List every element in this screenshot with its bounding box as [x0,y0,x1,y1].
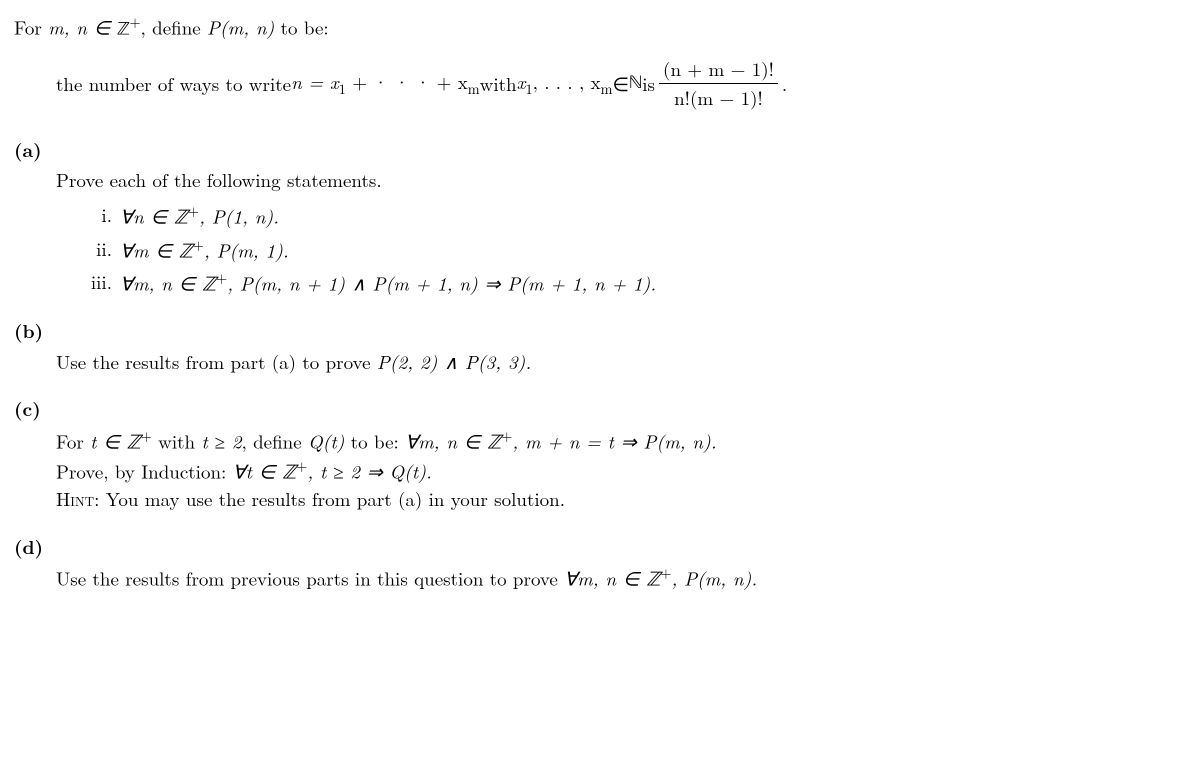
c-sup1: + [141,426,152,446]
frac-num-text: (n + m − 1)! [663,55,774,82]
c-sup2: + [501,426,512,446]
intro-z: ℤ [117,20,129,39]
i-sup: + [188,201,199,221]
part-c-line2: Prove, by Induction: ∀t ∈ ℤ+, t ≥ 2 ⇒ Q(… [56,456,1186,486]
part-c-body: For t ∈ ℤ+ with t ≥ 2, define Q(t) to be… [56,426,1186,514]
c1d: t ≥ 2 [201,427,241,454]
i-rest: , P(1, n). [199,202,279,229]
part-c: (c) For t ∈ ℤ+ with t ≥ 2, define Q(t) t… [14,394,1186,514]
part-c-hint: Hint: You may use the results from part … [56,485,1186,514]
c1f: Q(t) [308,427,344,454]
c1a: For [56,427,90,454]
item-i-num: i. [78,201,120,231]
stmt-period: . [782,70,787,99]
eq-dots: + · · · + x [346,68,468,95]
part-b-text: Use the results from part (a) to prove [56,348,377,375]
stmt-in: ∈ [613,70,630,99]
intro-mn: m, n ∈ [48,13,117,40]
iii-rest: , P(m, n + 1) ∧ P(m + 1, n) ⇒ P(m + 1, n… [227,270,656,297]
eq-subm: m [468,79,480,99]
c2c: , t ≥ 2 ⇒ Q(t). [307,457,431,484]
c1b: t ∈ ℤ [90,427,141,454]
part-a-body: Prove each of the following statements. … [56,166,1186,298]
part-b: (b) Use the results from part (a) to pro… [14,316,1186,376]
eq-n: n = x [291,68,339,95]
ii-rest: , P(m, 1). [204,236,289,263]
part-b-body: Use the results from part (a) to prove P… [56,348,1186,377]
xdots: , . . . , x [533,68,601,95]
item-iii-text: ∀m, n ∈ ℤ+, P(m, n + 1) ∧ P(m + 1, n) ⇒ … [120,268,656,298]
item-iii-num: iii. [78,268,120,298]
part-c-line1: For t ∈ ℤ+ with t ≥ 2, define Q(t) to be… [56,426,1186,456]
d-sup: + [660,563,671,583]
part-c-label: (c) [14,394,41,423]
item-ii-num: ii. [78,235,120,265]
hint-text: You may use the results from part (a) in… [99,485,565,512]
stmt-xs: x1, . . . , xm [517,68,613,100]
c1h: ∀m, n ∈ ℤ [405,427,501,454]
definition-statement: the number of ways to write n = x1 + · ·… [56,55,1186,113]
intro-pmn: P(m, n) [207,13,274,40]
intro-prefix: For [14,13,48,40]
item-ii-text: ∀m ∈ ℤ+, P(m, 1). [120,235,289,265]
c2a: Prove, by Induction: [56,457,233,484]
part-a-label: (a) [14,135,42,164]
frac-num: (n + m − 1)! [659,55,778,85]
c1c: with [152,427,202,454]
stmt-with: with [480,70,517,99]
d-math1: ∀m, n ∈ ℤ [564,565,660,592]
intro-line: For m, n ∈ ℤ+, define P(m, n) to be: [14,12,1186,45]
stmt-nset: ℕ [629,70,642,99]
item-i-text: ∀n ∈ ℤ+, P(1, n). [120,201,279,231]
stmt-eq: n = x1 + · · · + xm [291,68,480,100]
part-d: (d) Use the results from previous parts … [14,532,1186,593]
part-a-lead: Prove each of the following statements. [56,166,1186,195]
intro-plus: + [129,12,140,32]
x1sub: 1 [525,79,532,99]
iii-sup: + [216,268,227,288]
c1g: to be: [344,427,405,454]
frac-den-text: n!(m − 1)! [674,84,763,111]
part-a: (a) Prove each of the following statemen… [14,135,1186,298]
i-forall: ∀n ∈ ℤ [120,202,188,229]
eq-sub1: 1 [339,79,346,99]
part-b-label: (b) [14,316,43,345]
c2b: ∀t ∈ ℤ [233,457,297,484]
part-d-body: Use the results from previous parts in t… [56,563,1186,593]
ii-sup: + [193,235,204,255]
ii-forall: ∀m ∈ ℤ [120,236,193,263]
intro-define: , define [141,13,208,40]
part-b-math: P(2, 2) ∧ P(3, 3). [377,348,531,375]
intro-tobe: to be: [274,13,328,40]
stmt-is: is [642,70,655,99]
c1e: , define [242,427,309,454]
d-math2: , P(m, n). [671,565,757,592]
part-d-label: (d) [14,532,43,561]
xmsub: m [601,79,613,99]
c1i: , m + n = t ⇒ P(m, n). [512,427,716,454]
d-text: Use the results from previous parts in t… [56,565,564,592]
part-a-list: i. ∀n ∈ ℤ+, P(1, n). ii. ∀m ∈ ℤ+, P(m, 1… [78,201,1186,298]
item-iii: iii. ∀m, n ∈ ℤ+, P(m, n + 1) ∧ P(m + 1, … [78,268,1186,298]
frac-den: n!(m − 1)! [659,84,778,113]
stmt-text1: the number of ways to write [56,70,291,99]
c-sup3: + [296,456,307,476]
iii-forall: ∀m, n ∈ ℤ [120,270,216,297]
formula-fraction: (n + m − 1)! n!(m − 1)! [659,55,778,113]
item-ii: ii. ∀m ∈ ℤ+, P(m, 1). [78,235,1186,265]
hint-label: Hint: [56,485,99,512]
item-i: i. ∀n ∈ ℤ+, P(1, n). [78,201,1186,231]
